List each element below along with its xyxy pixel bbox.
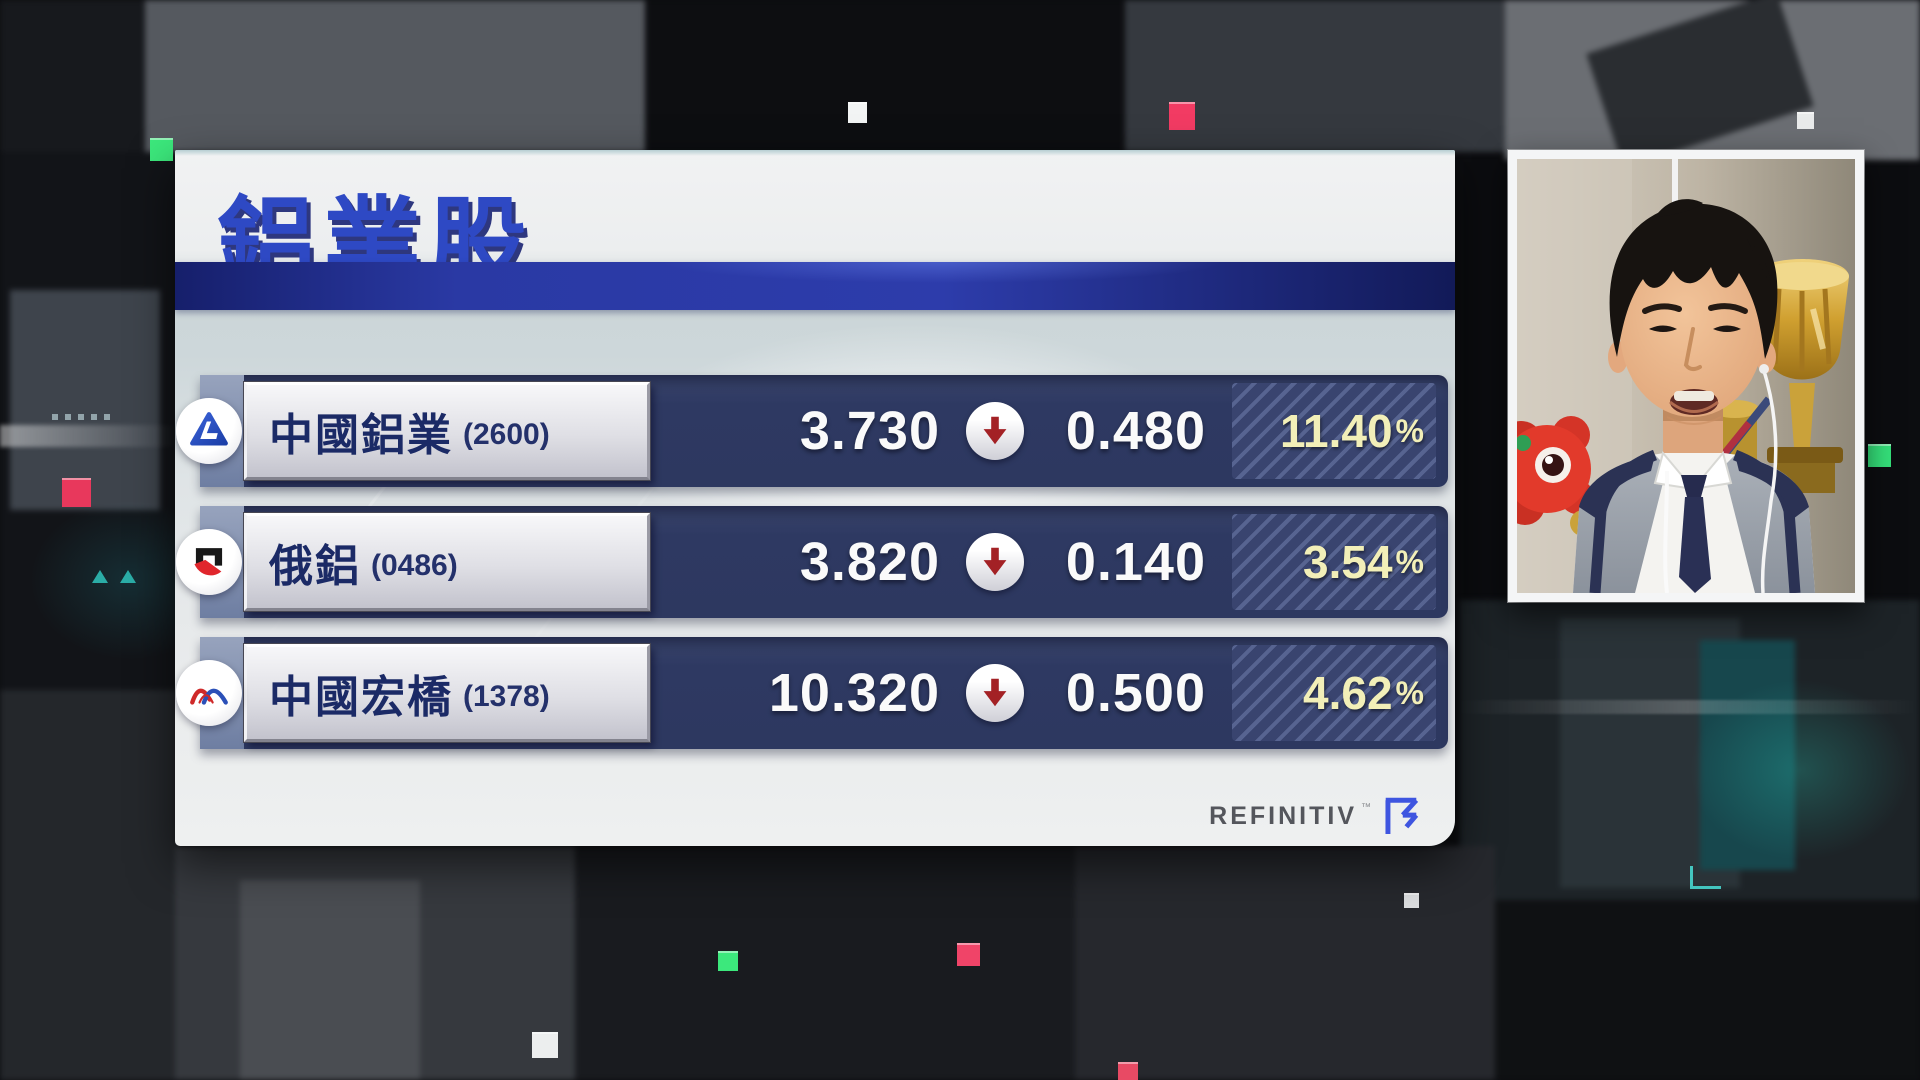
percent-cell: 4.62 % <box>1232 645 1436 741</box>
trophy <box>1711 259 1849 493</box>
percent-sign: % <box>1395 674 1424 711</box>
percent-value: 4.62 <box>1303 667 1393 719</box>
stock-change: 0.500 <box>1065 663 1206 723</box>
green-square <box>150 138 173 161</box>
speaker <box>1573 199 1815 593</box>
stock-price: 10.320 <box>768 663 940 723</box>
teal-triangle <box>120 570 136 583</box>
stock-code: (2600) <box>463 418 550 451</box>
percent-cell: 11.40 % <box>1232 383 1436 479</box>
stock-code: (1378) <box>463 680 550 713</box>
green-square <box>1868 444 1891 467</box>
stock-name: 俄鋁 <box>269 542 361 591</box>
down-arrow-icon <box>966 664 1024 722</box>
stock-name-plate: 中國宏橋 (1378) <box>244 644 650 742</box>
white-square <box>1404 893 1419 908</box>
video-inset <box>1508 150 1864 602</box>
percent-value: 11.40 <box>1279 405 1393 457</box>
stock-row-rusal: 俄鋁 (0486) 3.820 0.140 3.54 % <box>176 506 1448 618</box>
cyan-bracket <box>1690 866 1721 889</box>
plush-toy <box>1517 416 1596 536</box>
stock-name: 中國鋁業 <box>269 411 453 460</box>
title-underline-band <box>175 262 1455 310</box>
stock-code: (0486) <box>371 549 458 582</box>
down-arrow-icon <box>966 533 1024 591</box>
stock-row-chalco: 中國鋁業 (2600) 3.730 0.480 11.40 % <box>176 375 1448 487</box>
stock-name: 中國宏橋 <box>269 673 453 722</box>
pink-square <box>1169 102 1195 130</box>
pink-square <box>957 943 980 966</box>
stock-name-plate: 俄鋁 (0486) <box>244 513 650 611</box>
chalco-logo-icon <box>176 398 242 464</box>
stock-price: 3.820 <box>799 532 940 592</box>
stock-panel: 鋁業股 中國鋁業 (2600) 3.730 <box>175 150 1455 846</box>
trademark-symbol: ™ <box>1361 802 1371 813</box>
percent-cell: 3.54 % <box>1232 514 1436 610</box>
percent-sign: % <box>1395 412 1424 449</box>
green-square <box>718 951 738 971</box>
stock-price: 3.730 <box>799 401 940 461</box>
stock-name-plate: 中國鋁業 (2600) <box>244 382 650 480</box>
teal-triangle <box>92 570 108 583</box>
refinitiv-wordmark: REFINITIV <box>1209 801 1357 830</box>
percent-value: 3.54 <box>1303 536 1393 588</box>
white-square <box>1797 112 1814 129</box>
white-square <box>848 102 867 123</box>
percent-sign: % <box>1395 543 1424 580</box>
refinitiv-logo-icon <box>1385 797 1419 834</box>
stock-change: 0.480 <box>1065 401 1206 461</box>
stock-change: 0.140 <box>1065 532 1206 592</box>
dot-row <box>52 414 110 420</box>
pink-square <box>62 478 91 507</box>
stock-rows: 中國鋁業 (2600) 3.730 0.480 11.40 % <box>176 375 1448 768</box>
down-arrow-icon <box>966 402 1024 460</box>
rusal-logo-icon <box>176 529 242 595</box>
data-source-credit: REFINITIV ™ <box>1209 796 1419 836</box>
stock-row-hongqiao: 中國宏橋 (1378) 10.320 0.500 4.62 % <box>176 637 1448 749</box>
hongqiao-logo-icon <box>176 660 242 726</box>
white-square <box>532 1032 558 1058</box>
pink-square <box>1118 1062 1138 1080</box>
speaker-webcam-photo <box>1517 159 1855 593</box>
